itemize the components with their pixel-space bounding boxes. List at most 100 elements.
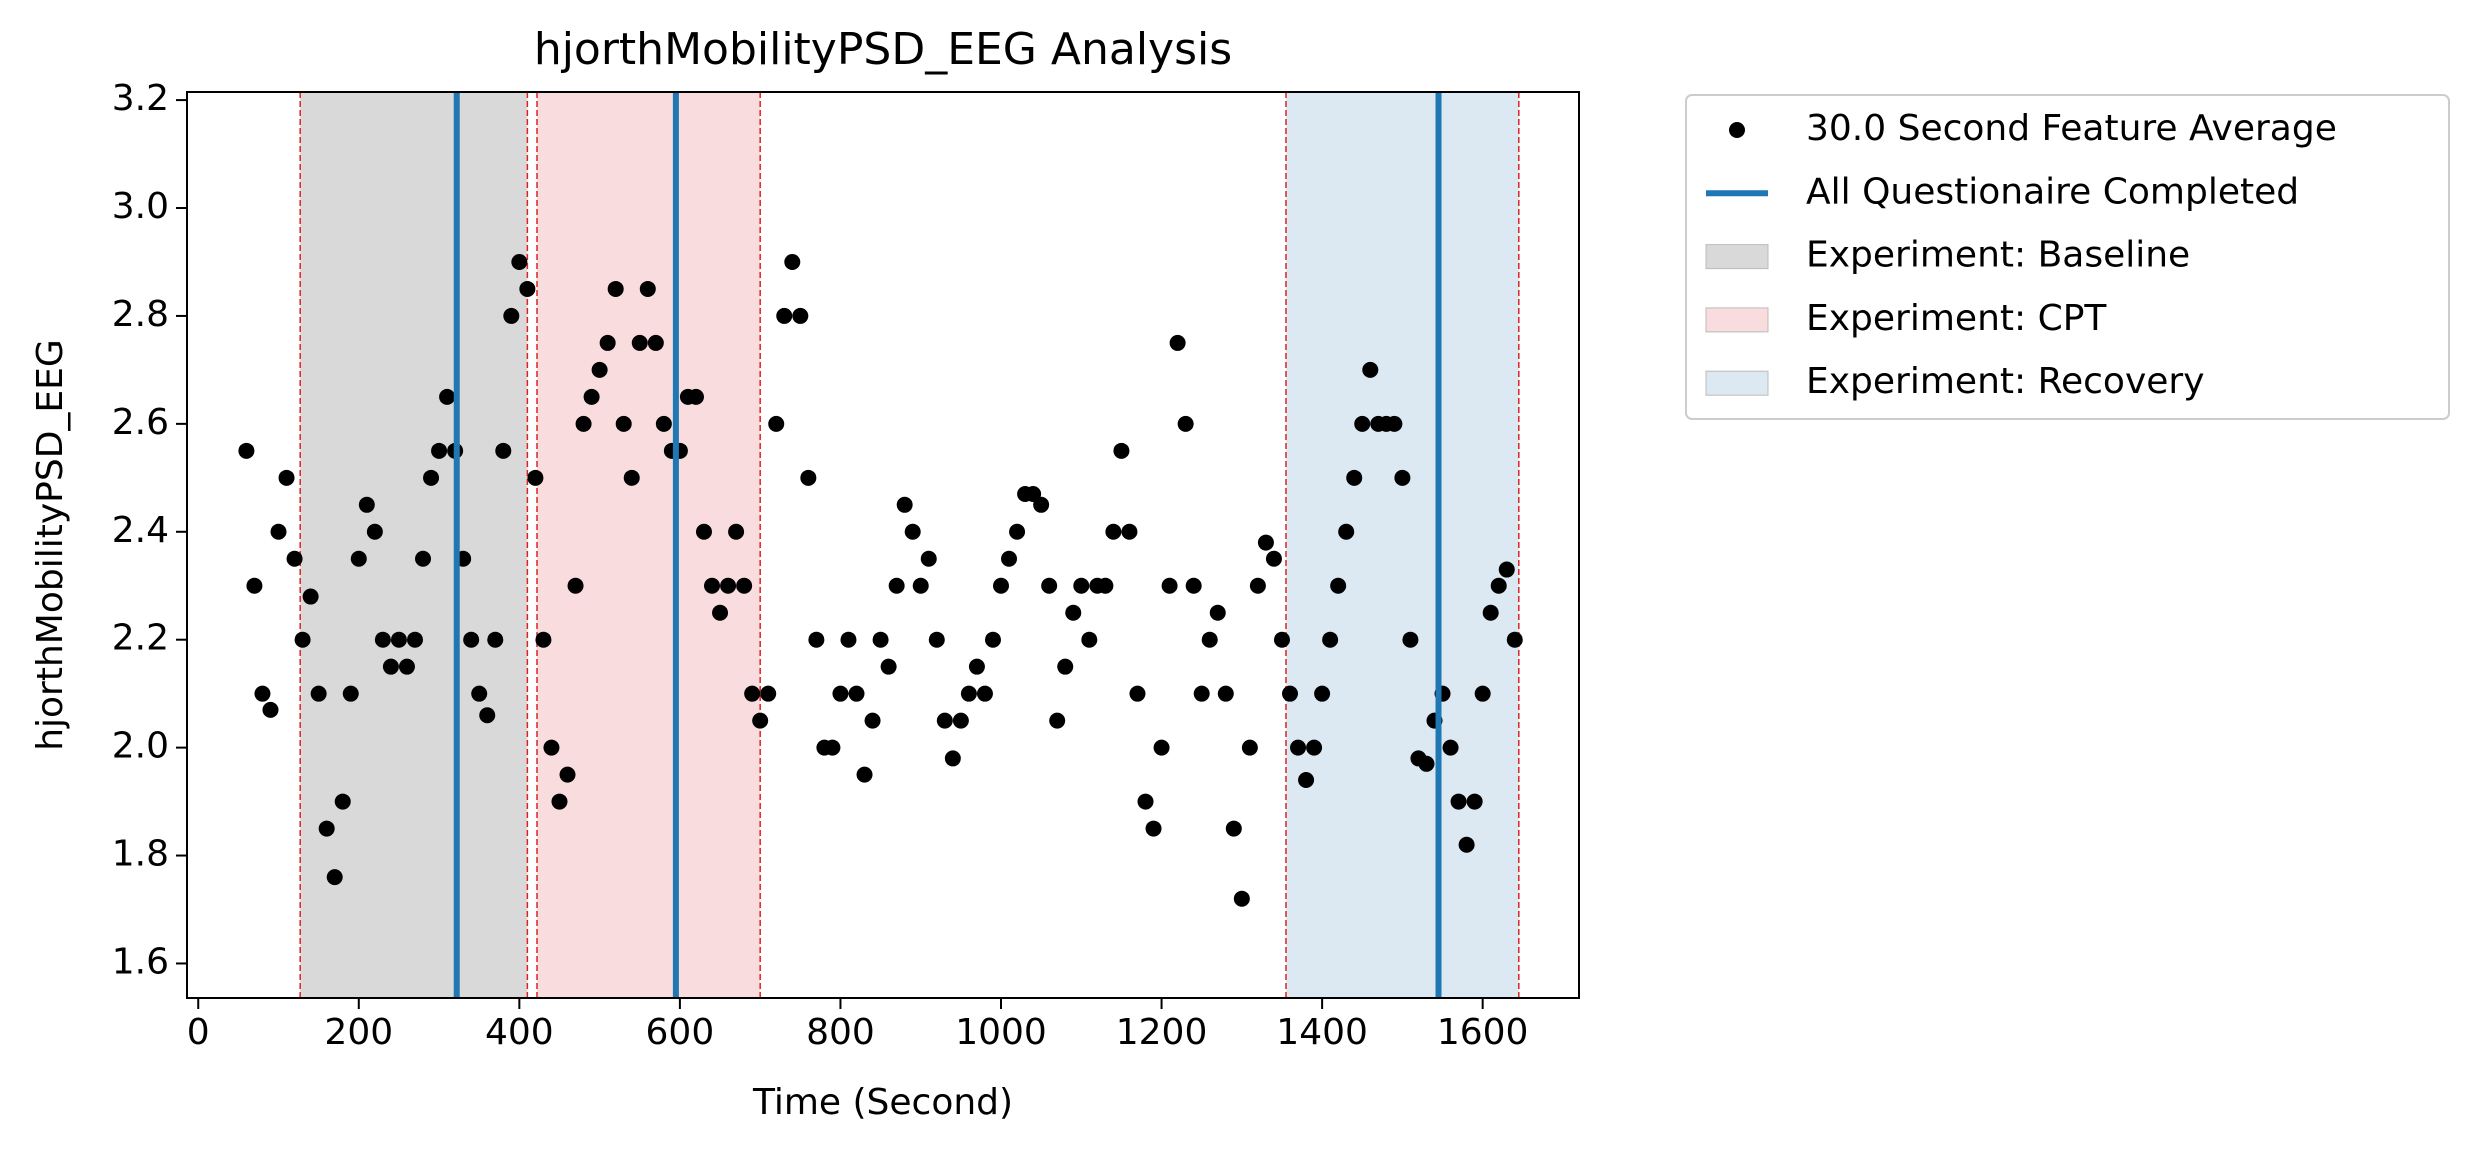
- data-point: [824, 739, 841, 756]
- x-tick-label: 1400: [1276, 1012, 1368, 1053]
- data-point: [1265, 550, 1282, 567]
- legend-label: Experiment: CPT: [1806, 298, 2107, 339]
- x-tick-label: 400: [485, 1012, 554, 1053]
- data-point: [551, 793, 568, 810]
- data-point: [1201, 631, 1218, 648]
- data-point: [471, 685, 488, 702]
- legend-marker: [1729, 122, 1745, 138]
- data-point: [1065, 604, 1082, 621]
- data-point: [647, 334, 664, 351]
- data-point: [1418, 755, 1435, 772]
- data-point: [631, 334, 648, 351]
- data-point: [904, 523, 921, 540]
- data-point: [535, 631, 552, 648]
- data-point: [1161, 577, 1178, 594]
- data-point: [880, 658, 897, 675]
- y-tick-label: 3.2: [112, 78, 169, 119]
- data-point: [342, 685, 359, 702]
- data-point: [800, 469, 817, 486]
- data-point: [390, 631, 407, 648]
- data-point: [278, 469, 295, 486]
- data-point: [856, 766, 873, 783]
- data-point: [1314, 685, 1331, 702]
- data-point: [1073, 577, 1090, 594]
- data-point: [503, 307, 520, 324]
- data-point: [1145, 820, 1162, 837]
- data-point: [1402, 631, 1419, 648]
- data-point: [599, 334, 616, 351]
- data-point: [728, 523, 745, 540]
- y-tick-label: 1.8: [112, 834, 169, 875]
- data-point: [519, 280, 536, 297]
- data-point: [1290, 739, 1307, 756]
- data-point: [993, 577, 1010, 594]
- data-point: [1394, 469, 1411, 486]
- data-point: [704, 577, 721, 594]
- y-tick-label: 2.8: [112, 294, 169, 335]
- data-point: [1282, 685, 1299, 702]
- data-point: [808, 631, 825, 648]
- data-point: [712, 604, 729, 621]
- legend-label: 30.0 Second Feature Average: [1806, 108, 2337, 149]
- legend-box: [1685, 94, 2450, 420]
- y-tick-label: 2.2: [112, 618, 169, 659]
- data-point: [318, 820, 335, 837]
- x-tick-label: 1600: [1437, 1012, 1529, 1053]
- data-point: [310, 685, 327, 702]
- span: [1285, 92, 1519, 998]
- y-tick-label: 2.0: [112, 726, 169, 767]
- data-point: [1362, 361, 1379, 378]
- data-point: [736, 577, 753, 594]
- data-point: [1081, 631, 1098, 648]
- data-point: [1458, 836, 1475, 853]
- data-point: [1354, 415, 1371, 432]
- data-point: [238, 442, 255, 459]
- data-point: [1049, 712, 1066, 729]
- data-point: [928, 631, 945, 648]
- data-point: [864, 712, 881, 729]
- data-point: [776, 307, 793, 324]
- data-point: [1498, 561, 1515, 578]
- data-point: [1129, 685, 1146, 702]
- x-tick-label: 0: [187, 1012, 210, 1053]
- data-point: [615, 415, 632, 432]
- data-point: [366, 523, 383, 540]
- data-point: [398, 658, 415, 675]
- data-point: [752, 712, 769, 729]
- y-axis-label: hjorthMobilityPSD_EEG: [30, 339, 71, 751]
- y-tick-label: 1.6: [112, 941, 169, 982]
- legend-marker: [1705, 370, 1769, 396]
- data-point: [270, 523, 287, 540]
- data-point: [246, 577, 263, 594]
- data-point: [294, 631, 311, 648]
- data-point: [262, 701, 279, 718]
- data-point: [976, 685, 993, 702]
- data-point: [527, 469, 544, 486]
- data-point: [744, 685, 761, 702]
- data-point: [984, 631, 1001, 648]
- data-point: [1338, 523, 1355, 540]
- data-point: [840, 631, 857, 648]
- data-point: [1225, 820, 1242, 837]
- data-point: [1041, 577, 1058, 594]
- data-point: [832, 685, 849, 702]
- data-point: [872, 631, 889, 648]
- data-point: [423, 469, 440, 486]
- data-point: [623, 469, 640, 486]
- data-point: [1506, 631, 1523, 648]
- span: [300, 92, 528, 998]
- x-tick-label: 1200: [1116, 1012, 1208, 1053]
- data-point: [591, 361, 608, 378]
- data-point: [406, 631, 423, 648]
- data-point: [439, 388, 456, 405]
- data-point: [1193, 685, 1210, 702]
- data-point: [1386, 415, 1403, 432]
- data-point: [286, 550, 303, 567]
- data-point: [952, 712, 969, 729]
- data-point: [1298, 771, 1315, 788]
- data-point: [1001, 550, 1018, 567]
- data-point: [1097, 577, 1114, 594]
- data-point: [936, 712, 953, 729]
- data-point: [479, 707, 496, 724]
- data-point: [431, 442, 448, 459]
